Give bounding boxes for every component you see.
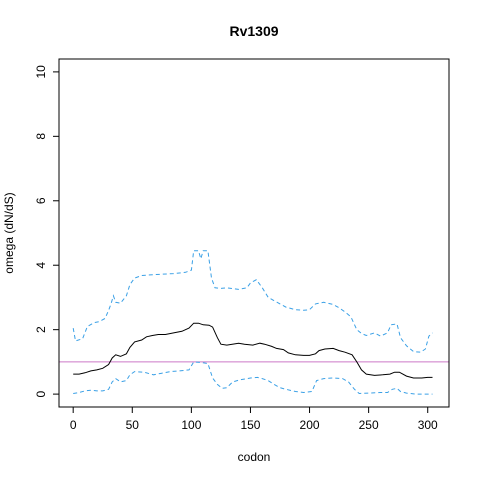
lower-ci-line: [73, 361, 433, 395]
x-tick-label: 0: [70, 418, 77, 432]
plot-frame: [58, 58, 450, 408]
y-tick-label: 4: [34, 262, 48, 269]
upper-ci-line: [72, 250, 433, 353]
y-tick-label: 10: [34, 65, 48, 79]
y-tick-label: 2: [34, 326, 48, 333]
chart-title: Rv1309: [229, 23, 278, 39]
plot-area: [59, 250, 449, 395]
y-axis: 0 2 4 6 8 10: [34, 65, 60, 397]
y-tick-label: 6: [34, 197, 48, 204]
x-tick-label: 100: [181, 418, 201, 432]
x-axis-label: codon: [238, 450, 271, 464]
x-tick-label: 200: [300, 418, 320, 432]
x-tick-label: 300: [418, 418, 438, 432]
y-tick-label: 0: [34, 390, 48, 397]
y-axis-label: omega (dN/dS): [2, 192, 16, 273]
y-tick-label: 8: [34, 133, 48, 140]
x-axis: 0 50 100 150 200 250 300: [70, 406, 438, 432]
x-tick-label: 150: [240, 418, 260, 432]
x-tick-label: 50: [126, 418, 140, 432]
x-tick-label: 250: [359, 418, 379, 432]
omega-mean-line: [73, 322, 433, 379]
